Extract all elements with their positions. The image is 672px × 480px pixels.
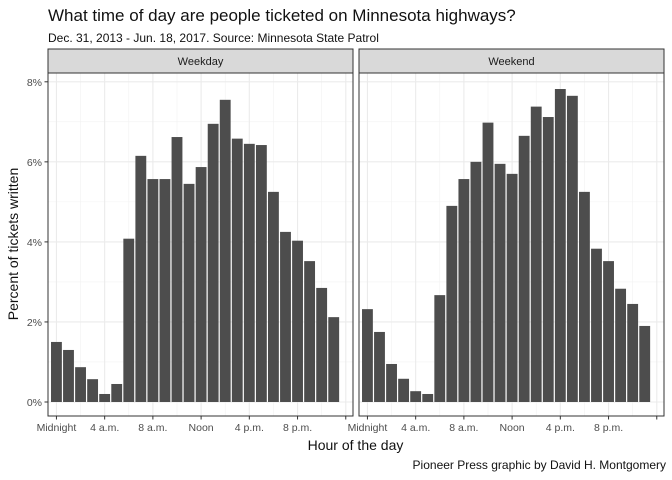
bar-hour-12 xyxy=(195,167,207,402)
bar-hour-15 xyxy=(542,117,554,402)
bar-hour-11 xyxy=(183,183,195,402)
bar-hour-11 xyxy=(494,163,506,402)
bar-hour-8 xyxy=(458,179,470,402)
bar-hour-10 xyxy=(171,137,183,402)
bar-hour-13 xyxy=(207,123,219,402)
x-tick-label: Midnight xyxy=(348,422,388,434)
x-tick-label: 4 a.m. xyxy=(401,422,430,434)
bar-hour-10 xyxy=(482,122,494,402)
y-tick-label: 8% xyxy=(27,77,42,89)
bar-hour-3 xyxy=(398,378,410,402)
bar-hour-4 xyxy=(99,393,111,402)
bar-hour-20 xyxy=(603,261,614,402)
panel-border xyxy=(358,72,665,417)
bar-hour-23 xyxy=(639,325,651,402)
bar-hour-20 xyxy=(292,240,303,402)
bar-hour-3 xyxy=(87,379,99,402)
panel-border xyxy=(47,72,354,417)
x-tick-label: 8 p.m. xyxy=(283,422,312,434)
bar-hour-7 xyxy=(446,205,458,402)
bar-hour-2 xyxy=(386,363,397,402)
y-tick-label: 6% xyxy=(27,157,42,169)
y-tick-label: 0% xyxy=(27,397,42,409)
y-tick-label: 4% xyxy=(27,237,42,249)
bar-hour-7 xyxy=(135,155,147,402)
x-tick-label: Noon xyxy=(500,422,525,434)
bar-hour-1 xyxy=(63,349,74,402)
bar-hour-4 xyxy=(410,391,422,402)
bar-hour-17 xyxy=(566,95,578,402)
bar-hour-16 xyxy=(243,143,255,402)
y-axis-label: Percent of tickets written xyxy=(5,167,21,321)
bar-hour-14 xyxy=(219,99,231,402)
bar-hour-9 xyxy=(470,161,482,402)
bar-hour-17 xyxy=(255,145,267,402)
x-axis-label: Hour of the day xyxy=(307,437,404,453)
chart-subtitle: Dec. 31, 2013 - Jun. 18, 2017. Source: M… xyxy=(48,31,379,45)
x-tick-label: 4 p.m. xyxy=(546,422,575,434)
bar-hour-5 xyxy=(422,393,434,402)
bar-hour-1 xyxy=(374,331,385,402)
x-tick-label: 4 p.m. xyxy=(235,422,264,434)
chart-title: What time of day are people ticketed on … xyxy=(48,6,516,25)
x-tick-label: Midnight xyxy=(37,422,77,434)
facet-label: Weekend xyxy=(488,56,534,68)
x-tick-label: 8 a.m. xyxy=(449,422,478,434)
bar-hour-22 xyxy=(316,287,328,402)
panel-weekday: Weekday Midnight 4 a.m. 8 a.m. Noon 4 p.m. 8 p… xyxy=(27,48,354,434)
x-tick-label: 8 p.m. xyxy=(594,422,623,434)
bar-hour-5 xyxy=(111,383,123,402)
bar-hour-22 xyxy=(627,303,639,402)
bar-hour-19 xyxy=(591,248,602,402)
bar-hour-18 xyxy=(579,191,590,402)
facet-strip xyxy=(47,48,354,74)
bar-hour-23 xyxy=(328,317,340,402)
bar-hour-8 xyxy=(147,179,159,402)
x-tick-label: Noon xyxy=(189,422,214,434)
x-tick-label: 4 a.m. xyxy=(90,422,119,434)
bar-hour-6 xyxy=(123,238,135,402)
panel-weekend: Weekend Midnight 4 a.m. 8 a.m. Noon 4 p.m. 8 p… xyxy=(348,48,665,434)
bar-hour-14 xyxy=(530,106,542,402)
facet-label: Weekday xyxy=(178,56,224,68)
bar-hour-6 xyxy=(434,295,446,402)
bar-hour-16 xyxy=(554,89,566,402)
x-tick-label: 8 a.m. xyxy=(138,422,167,434)
bar-hour-9 xyxy=(159,179,171,402)
facet-strip xyxy=(358,48,665,74)
bar-hour-19 xyxy=(280,231,291,402)
bar-hour-21 xyxy=(304,261,316,402)
bar-hour-12 xyxy=(506,173,518,402)
bar-hour-21 xyxy=(615,288,627,402)
bar-hour-13 xyxy=(518,135,530,402)
bar-hour-2 xyxy=(75,367,86,402)
bar-hour-15 xyxy=(231,138,243,402)
bar-hour-0 xyxy=(51,341,62,402)
bar-hour-18 xyxy=(268,191,279,402)
bar-hour-0 xyxy=(362,309,373,402)
y-tick-label: 2% xyxy=(27,317,42,329)
chart-caption: Pioneer Press graphic by David H. Montgo… xyxy=(412,458,666,472)
